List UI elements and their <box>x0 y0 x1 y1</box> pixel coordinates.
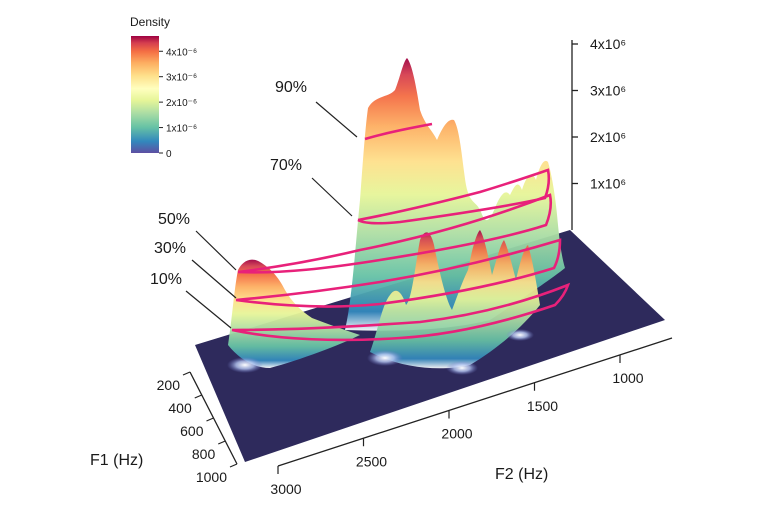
f2-axis-tick-label: 2000 <box>441 426 472 442</box>
legend-tick-label: 1x10⁻⁶ <box>166 124 197 135</box>
legend-tick-label: 0 <box>166 149 172 160</box>
contour-leader-line <box>191 259 237 299</box>
contour-rings <box>231 122 571 342</box>
f1-axis-tick-mark <box>182 371 191 376</box>
f1-axis-tick-mark <box>229 463 238 468</box>
surface-mid-peaks <box>370 230 540 369</box>
floor-glow <box>227 357 263 373</box>
contour-ring-10 <box>231 282 571 342</box>
z-axis-tick-label: 4x10⁶ <box>590 36 626 52</box>
contour-leader-line <box>185 290 232 329</box>
z-axis-tick-label: 1x10⁶ <box>590 176 626 192</box>
contour-leader-line <box>311 177 353 217</box>
contour-ring-50 <box>237 193 553 274</box>
f1-axis-tick-mark <box>206 417 214 422</box>
legend-tick-label: 4x10⁻⁶ <box>166 47 197 58</box>
legend-colorbar <box>131 36 159 153</box>
f1-axis-label: F1 (Hz) <box>90 452 143 469</box>
f1-axis-tick-mark <box>218 440 226 445</box>
contour-level-label: 30% <box>154 240 186 257</box>
z-axis-tick-label: 2x10⁶ <box>590 129 626 145</box>
density-legend: Density 4x10⁻⁶ 3x10⁻⁶ 2x10⁻⁶ 1x10⁻⁶ 0 <box>130 15 197 160</box>
f1-axis-tick-mark <box>194 394 202 399</box>
f2-axis-ticks: 3000 2500 2000 1500 1000 <box>270 355 644 497</box>
contour-level-label: 70% <box>270 157 302 174</box>
z-axis-ticks: 4x10⁶ 3x10⁶ 2x10⁶ 1x10⁶ <box>572 36 626 192</box>
legend-tick-label: 2x10⁻⁶ <box>166 98 197 109</box>
f1-axis-tick-label: 1000 <box>196 469 227 485</box>
f2-axis-tick-label: 1500 <box>527 398 558 414</box>
floor-glow <box>367 350 403 366</box>
legend-ticks: 4x10⁻⁶ 3x10⁻⁶ 2x10⁻⁶ 1x10⁻⁶ 0 <box>159 47 197 160</box>
f1-axis: 200 400 600 800 1000 F1 (Hz) <box>90 371 238 485</box>
contour-leader-line <box>195 230 237 271</box>
contour-ring-90 <box>364 122 433 141</box>
f2-axis-tick-label: 2500 <box>356 453 387 469</box>
contour-level-labels: 90% 70% 50% 30% 10% <box>150 79 358 329</box>
legend-tick-label: 3x10⁻⁶ <box>166 73 197 84</box>
contour-level-label: 10% <box>150 271 182 288</box>
z-axis-tick-label: 3x10⁶ <box>590 83 626 99</box>
z-axis: 4x10⁶ 3x10⁶ 2x10⁶ 1x10⁶ <box>571 36 626 230</box>
f1-axis-ticks: 200 400 600 800 1000 <box>157 371 238 485</box>
floor-glow <box>446 361 478 375</box>
f1-axis-tick-label: 600 <box>180 423 204 439</box>
contour-leader-line <box>315 101 358 138</box>
contour-ring-30 <box>235 238 562 308</box>
floor-glow <box>506 329 534 341</box>
f1-axis-tick-label: 800 <box>192 446 216 462</box>
f2-axis-tick-label: 3000 <box>270 481 301 497</box>
f1-axis-tick-label: 200 <box>157 377 181 393</box>
contour-level-label: 90% <box>275 79 307 96</box>
contour-level-label: 50% <box>158 211 190 228</box>
contour-ring-70 <box>357 168 551 225</box>
f2-axis: 3000 2500 2000 1500 1000 F2 (Hz) <box>270 337 673 497</box>
f2-axis-label: F2 (Hz) <box>495 466 548 483</box>
legend-title: Density <box>130 15 170 29</box>
f1-axis-tick-label: 400 <box>168 400 192 416</box>
f2-axis-tick-label: 1000 <box>612 370 643 386</box>
